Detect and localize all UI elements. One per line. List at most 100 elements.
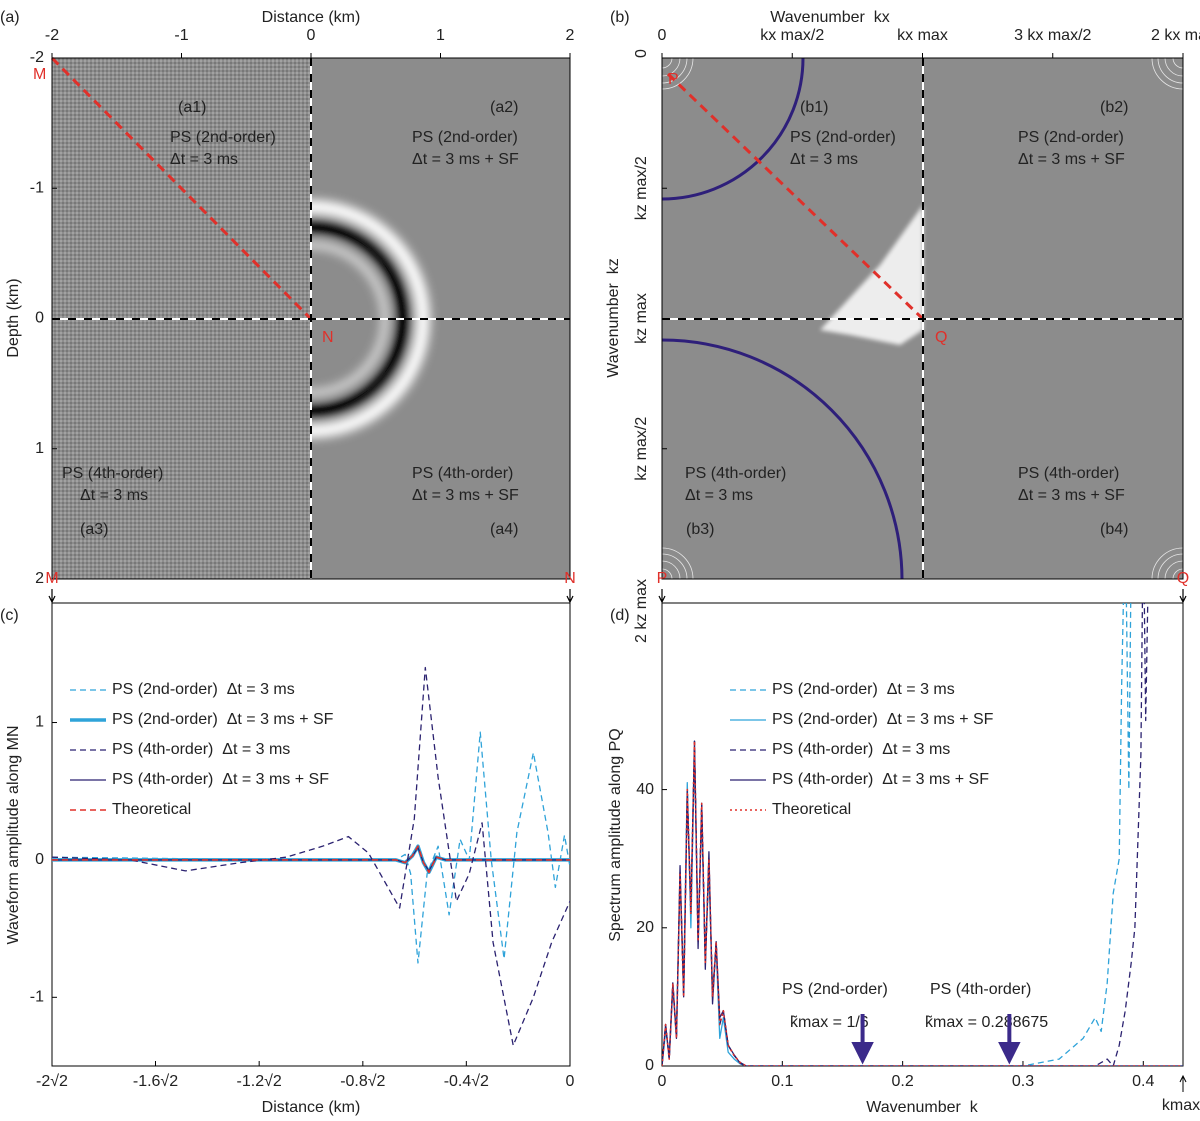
annotation: PS (2nd-order) [170,129,276,146]
x-tick-label: 0.1 [771,1073,793,1090]
annotation: (a3) [80,521,108,538]
annotation: (a1) [178,99,206,116]
annotation: PS (2nd-order) [782,981,888,998]
y-axis-title: Wavenumber kz [605,258,622,377]
annotation: PS (4th-order) [1018,465,1119,482]
annotation: Δt = 3 ms + SF [412,487,519,504]
y-tick-label: 20 [636,919,654,936]
x-axis-title: Distance (km) [262,9,361,26]
k-max-label: kmax [1162,1097,1200,1114]
y-axis-title: Waveform amplitude along MN [5,725,22,944]
y-tick-label: -1 [30,989,44,1006]
k-max-arrow [998,1014,1021,1065]
y-tick-label: 40 [636,781,654,798]
point-arrow [48,589,56,604]
panel-label: (a) [0,9,20,26]
series-line [662,740,1183,1066]
panel-b-image [661,57,1183,580]
annotation: PS (4th-order) [685,465,786,482]
panel-a-image [50,56,570,579]
annotation: PS (2nd-order) [790,129,896,146]
x-tick-label: 0.3 [1012,1073,1034,1090]
y-tick-label: 2 [35,570,44,587]
point-arrow [566,589,574,604]
x-tick-label: 0 [307,27,316,44]
x-tick-label: -2√2 [36,1073,68,1090]
y-tick-label: kz max/2 [633,417,650,481]
x-tick-label: 0.4 [1132,1073,1154,1090]
point-label: M [33,66,46,83]
x-tick-label: 3 kx max/2 [1014,27,1091,44]
annotation: PS (4th-order) [412,465,513,482]
x-tick-label: 0 [658,1073,667,1090]
point-label: Q [935,329,947,346]
legend-label: PS (2nd-order) Δt = 3 ms [772,681,955,698]
x-tick-label: -0.8√2 [340,1073,385,1090]
plot-area [662,603,1183,1066]
annotation: k̃max = 0.288675 [925,1014,1048,1031]
annotation: (a2) [490,99,518,116]
series-line [52,731,570,964]
x-tick-label: -1 [174,27,188,44]
series-line [52,845,570,874]
annotation: Δt = 3 ms + SF [1018,151,1125,168]
annotation: PS (2nd-order) [412,129,518,146]
legend-label: PS (2nd-order) Δt = 3 ms + SF [112,711,334,728]
x-axis-title: Distance (km) [262,1099,361,1116]
series-line [662,747,1183,1066]
panel-label: (b) [610,9,630,26]
point-arrow [1179,589,1187,604]
annotation: PS (4th-order) [62,465,163,482]
plot-area [52,666,570,1047]
y-tick-label: -2 [30,49,44,66]
x-tick-label: 2 [566,27,575,44]
y-tick-label: kz max [633,293,650,344]
legend-label: PS (2nd-order) Δt = 3 ms + SF [772,711,994,728]
y-tick-label: 0 [645,1057,654,1074]
k-max-arrow [851,1014,874,1065]
legend-label: Theoretical [772,801,851,818]
y-axis-title: Spectrum amplitude along PQ [607,728,624,941]
annotation: (a4) [490,521,518,538]
series-line [662,603,1149,1066]
legend-label: PS (4th-order) Δt = 3 ms [112,741,290,758]
x-tick-label: -1.6√2 [133,1073,178,1090]
x-tick-label: kx max/2 [760,27,824,44]
point-label: N [564,570,576,587]
x-tick-label: 2 kx max [1151,27,1200,44]
x-tick-label: 0.2 [892,1073,914,1090]
legend-label: PS (4th-order) Δt = 3 ms + SF [112,771,329,788]
y-tick-label: kz max/2 [633,156,650,220]
series-line [662,740,1183,1066]
y-tick-label: 1 [35,440,44,457]
annotation: Δt = 3 ms [685,487,753,504]
y-tick-label: 0 [35,310,44,327]
annotation: Δt = 3 ms + SF [412,151,519,168]
x-axis-title: Wavenumber k [866,1099,978,1116]
annotation: k̃max = 1/6 [790,1014,869,1031]
point-label: N [322,329,334,346]
legend-label: PS (4th-order) Δt = 3 ms + SF [772,771,989,788]
point-label: P [657,570,668,587]
plot-frame [661,602,1184,1067]
annotation: Δt = 3 ms [790,151,858,168]
legend-label: PS (4th-order) Δt = 3 ms [772,741,950,758]
annotation: (b3) [686,521,714,538]
annotation: PS (4th-order) [930,981,1031,998]
y-tick-label: 2 kz max [633,579,650,643]
plot-frame [51,602,571,1067]
point-label: P [668,71,679,88]
point-arrow [658,589,666,604]
annotation: (b1) [800,99,828,116]
annotation: Δt = 3 ms + SF [1018,487,1125,504]
x-tick-label: 0 [658,27,667,44]
point-label: Q [1177,570,1189,587]
y-tick-label: 1 [35,714,44,731]
y-tick-label: 0 [633,49,650,58]
x-tick-label: -1.2√2 [237,1073,282,1090]
annotation: PS (2nd-order) [1018,129,1124,146]
legend-label: Theoretical [112,801,191,818]
series-line [662,603,1132,1066]
y-axis-title: Depth (km) [5,278,22,357]
